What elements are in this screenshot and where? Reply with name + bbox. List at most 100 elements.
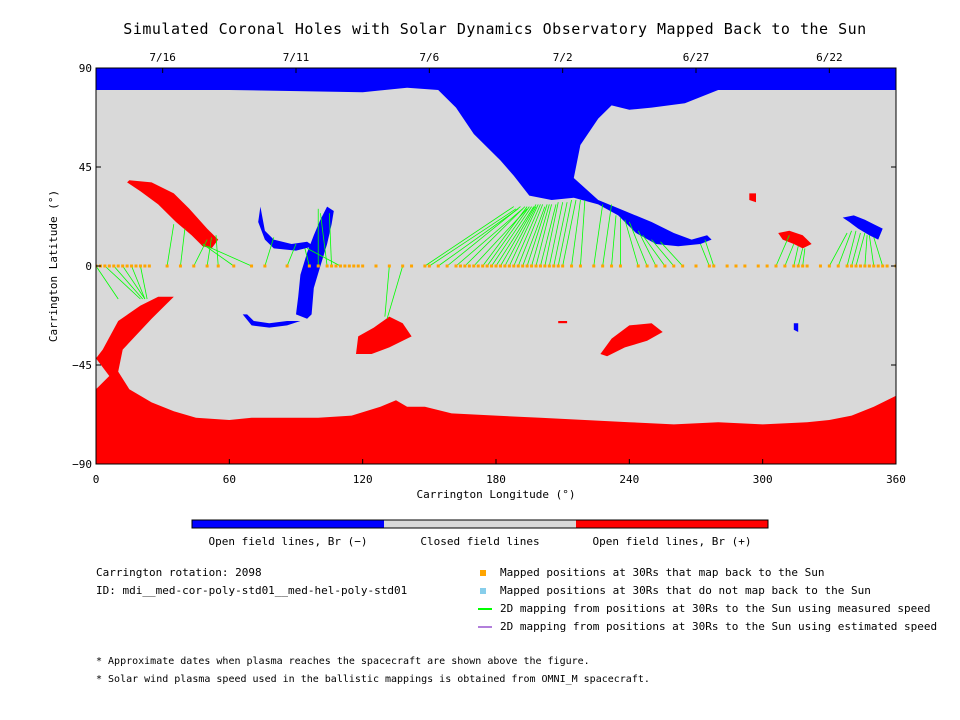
mapping-line xyxy=(306,248,341,267)
mapping-line xyxy=(504,206,537,267)
mapped-point xyxy=(556,264,560,268)
mapped-point xyxy=(250,264,254,268)
mapped-point xyxy=(725,264,729,268)
mapped-point xyxy=(503,264,507,268)
mapping-line xyxy=(526,204,548,267)
mapping-line xyxy=(113,265,143,300)
mapping-line xyxy=(624,219,639,267)
coronal-hole-negative xyxy=(258,206,314,251)
mapped-point xyxy=(490,264,494,268)
mapping-line xyxy=(193,239,208,267)
mapping-line xyxy=(828,232,848,267)
mapped-point xyxy=(338,264,342,268)
legend-label: 2D mapping from positions at 30Rs to the… xyxy=(500,602,931,615)
mapped-point xyxy=(165,264,169,268)
mapped-point xyxy=(125,264,129,268)
y-tick-label: 90 xyxy=(79,62,92,75)
x-tick-label: 60 xyxy=(223,473,236,486)
mapping-line xyxy=(386,265,404,319)
mapped-point xyxy=(436,264,440,268)
mapped-point xyxy=(525,264,529,268)
orange-square-marker xyxy=(480,570,486,576)
date-tick-label: 7/11 xyxy=(283,51,310,64)
mapped-point xyxy=(756,264,760,268)
mapped-point xyxy=(498,264,502,268)
mapped-point xyxy=(232,264,236,268)
mapped-point xyxy=(325,264,329,268)
mapped-point xyxy=(205,264,209,268)
mapping-line xyxy=(500,204,537,267)
mapped-point xyxy=(570,264,574,268)
note-dates: * Approximate dates when plasma reaches … xyxy=(96,656,590,667)
legend-label: 2D mapping from positions at 30Rs to the… xyxy=(500,620,938,633)
mapping-line xyxy=(104,265,141,300)
purple-line-marker xyxy=(478,626,492,628)
coronal-hole-positive xyxy=(356,316,412,354)
mapping-line xyxy=(446,206,521,267)
mapped-point xyxy=(654,264,658,268)
colorbar-label: Open field lines, Br (+) xyxy=(593,535,752,548)
legend-item-measured: 2D mapping from positions at 30Rs to the… xyxy=(478,602,930,615)
y-tick-label: −90 xyxy=(72,458,92,471)
x-tick-label: 240 xyxy=(619,473,639,486)
mapping-line xyxy=(437,208,519,267)
legend-label: Mapped positions at 30Rs that do not map… xyxy=(500,584,871,597)
mapped-point xyxy=(307,264,311,268)
mapping-line xyxy=(797,248,804,267)
mapping-line xyxy=(264,237,275,267)
legend-label: Mapped positions at 30Rs that map back t… xyxy=(500,566,825,579)
mapping-line xyxy=(131,265,146,300)
mapped-point xyxy=(334,264,338,268)
mapped-point xyxy=(801,264,805,268)
mapped-point xyxy=(743,264,747,268)
note-speed: * Solar wind plasma speed used in the ba… xyxy=(96,674,650,685)
mapped-point xyxy=(316,264,320,268)
mapped-point xyxy=(387,264,391,268)
mapped-point xyxy=(734,264,738,268)
mapped-point xyxy=(578,264,582,268)
mapping-line xyxy=(491,206,532,267)
x-tick-label: 120 xyxy=(353,473,373,486)
mapped-point xyxy=(445,264,449,268)
mapping-line xyxy=(775,235,790,267)
mapped-point xyxy=(143,264,147,268)
mapped-point xyxy=(543,264,547,268)
coronal-hole-positive xyxy=(778,230,812,249)
date-tick-label: 6/22 xyxy=(816,51,843,64)
mapped-point xyxy=(454,264,458,268)
mapped-point xyxy=(783,264,787,268)
mapped-point xyxy=(636,264,640,268)
mapped-point xyxy=(796,264,800,268)
mapped-point xyxy=(121,264,125,268)
date-tick-label: 7/6 xyxy=(419,51,439,64)
y-axis-label: Carrington Latitude (°) xyxy=(47,190,60,342)
mapped-point xyxy=(116,264,120,268)
mapping-line xyxy=(513,204,541,267)
mapped-point xyxy=(112,264,116,268)
mapped-point xyxy=(330,264,334,268)
mapping-line xyxy=(486,206,530,267)
mapping-line xyxy=(482,206,528,267)
coronal-hole-negative xyxy=(842,215,883,240)
mapping-line xyxy=(495,206,535,267)
mapped-point xyxy=(516,264,520,268)
mapped-point xyxy=(858,264,862,268)
mapped-point xyxy=(507,264,511,268)
mapping-line xyxy=(637,230,657,267)
coronal-hole-positive xyxy=(600,323,663,357)
mapping-line xyxy=(628,221,648,267)
mapping-line xyxy=(846,230,857,267)
mapping-line xyxy=(868,235,875,267)
mapped-point xyxy=(361,264,365,268)
coronal-hole-negative xyxy=(96,68,896,247)
mapped-point xyxy=(192,264,196,268)
mapping-line xyxy=(557,199,572,267)
coronal-hole-positive xyxy=(558,321,568,324)
plot-area xyxy=(96,68,896,464)
colorbar-segment xyxy=(192,520,384,528)
mapping-line xyxy=(517,204,544,267)
mapped-point xyxy=(663,264,667,268)
coronal-hole-positive xyxy=(127,180,219,249)
colorbar: Open field lines, Br (−) Closed field lin… xyxy=(191,519,769,548)
mapping-line xyxy=(580,199,586,267)
